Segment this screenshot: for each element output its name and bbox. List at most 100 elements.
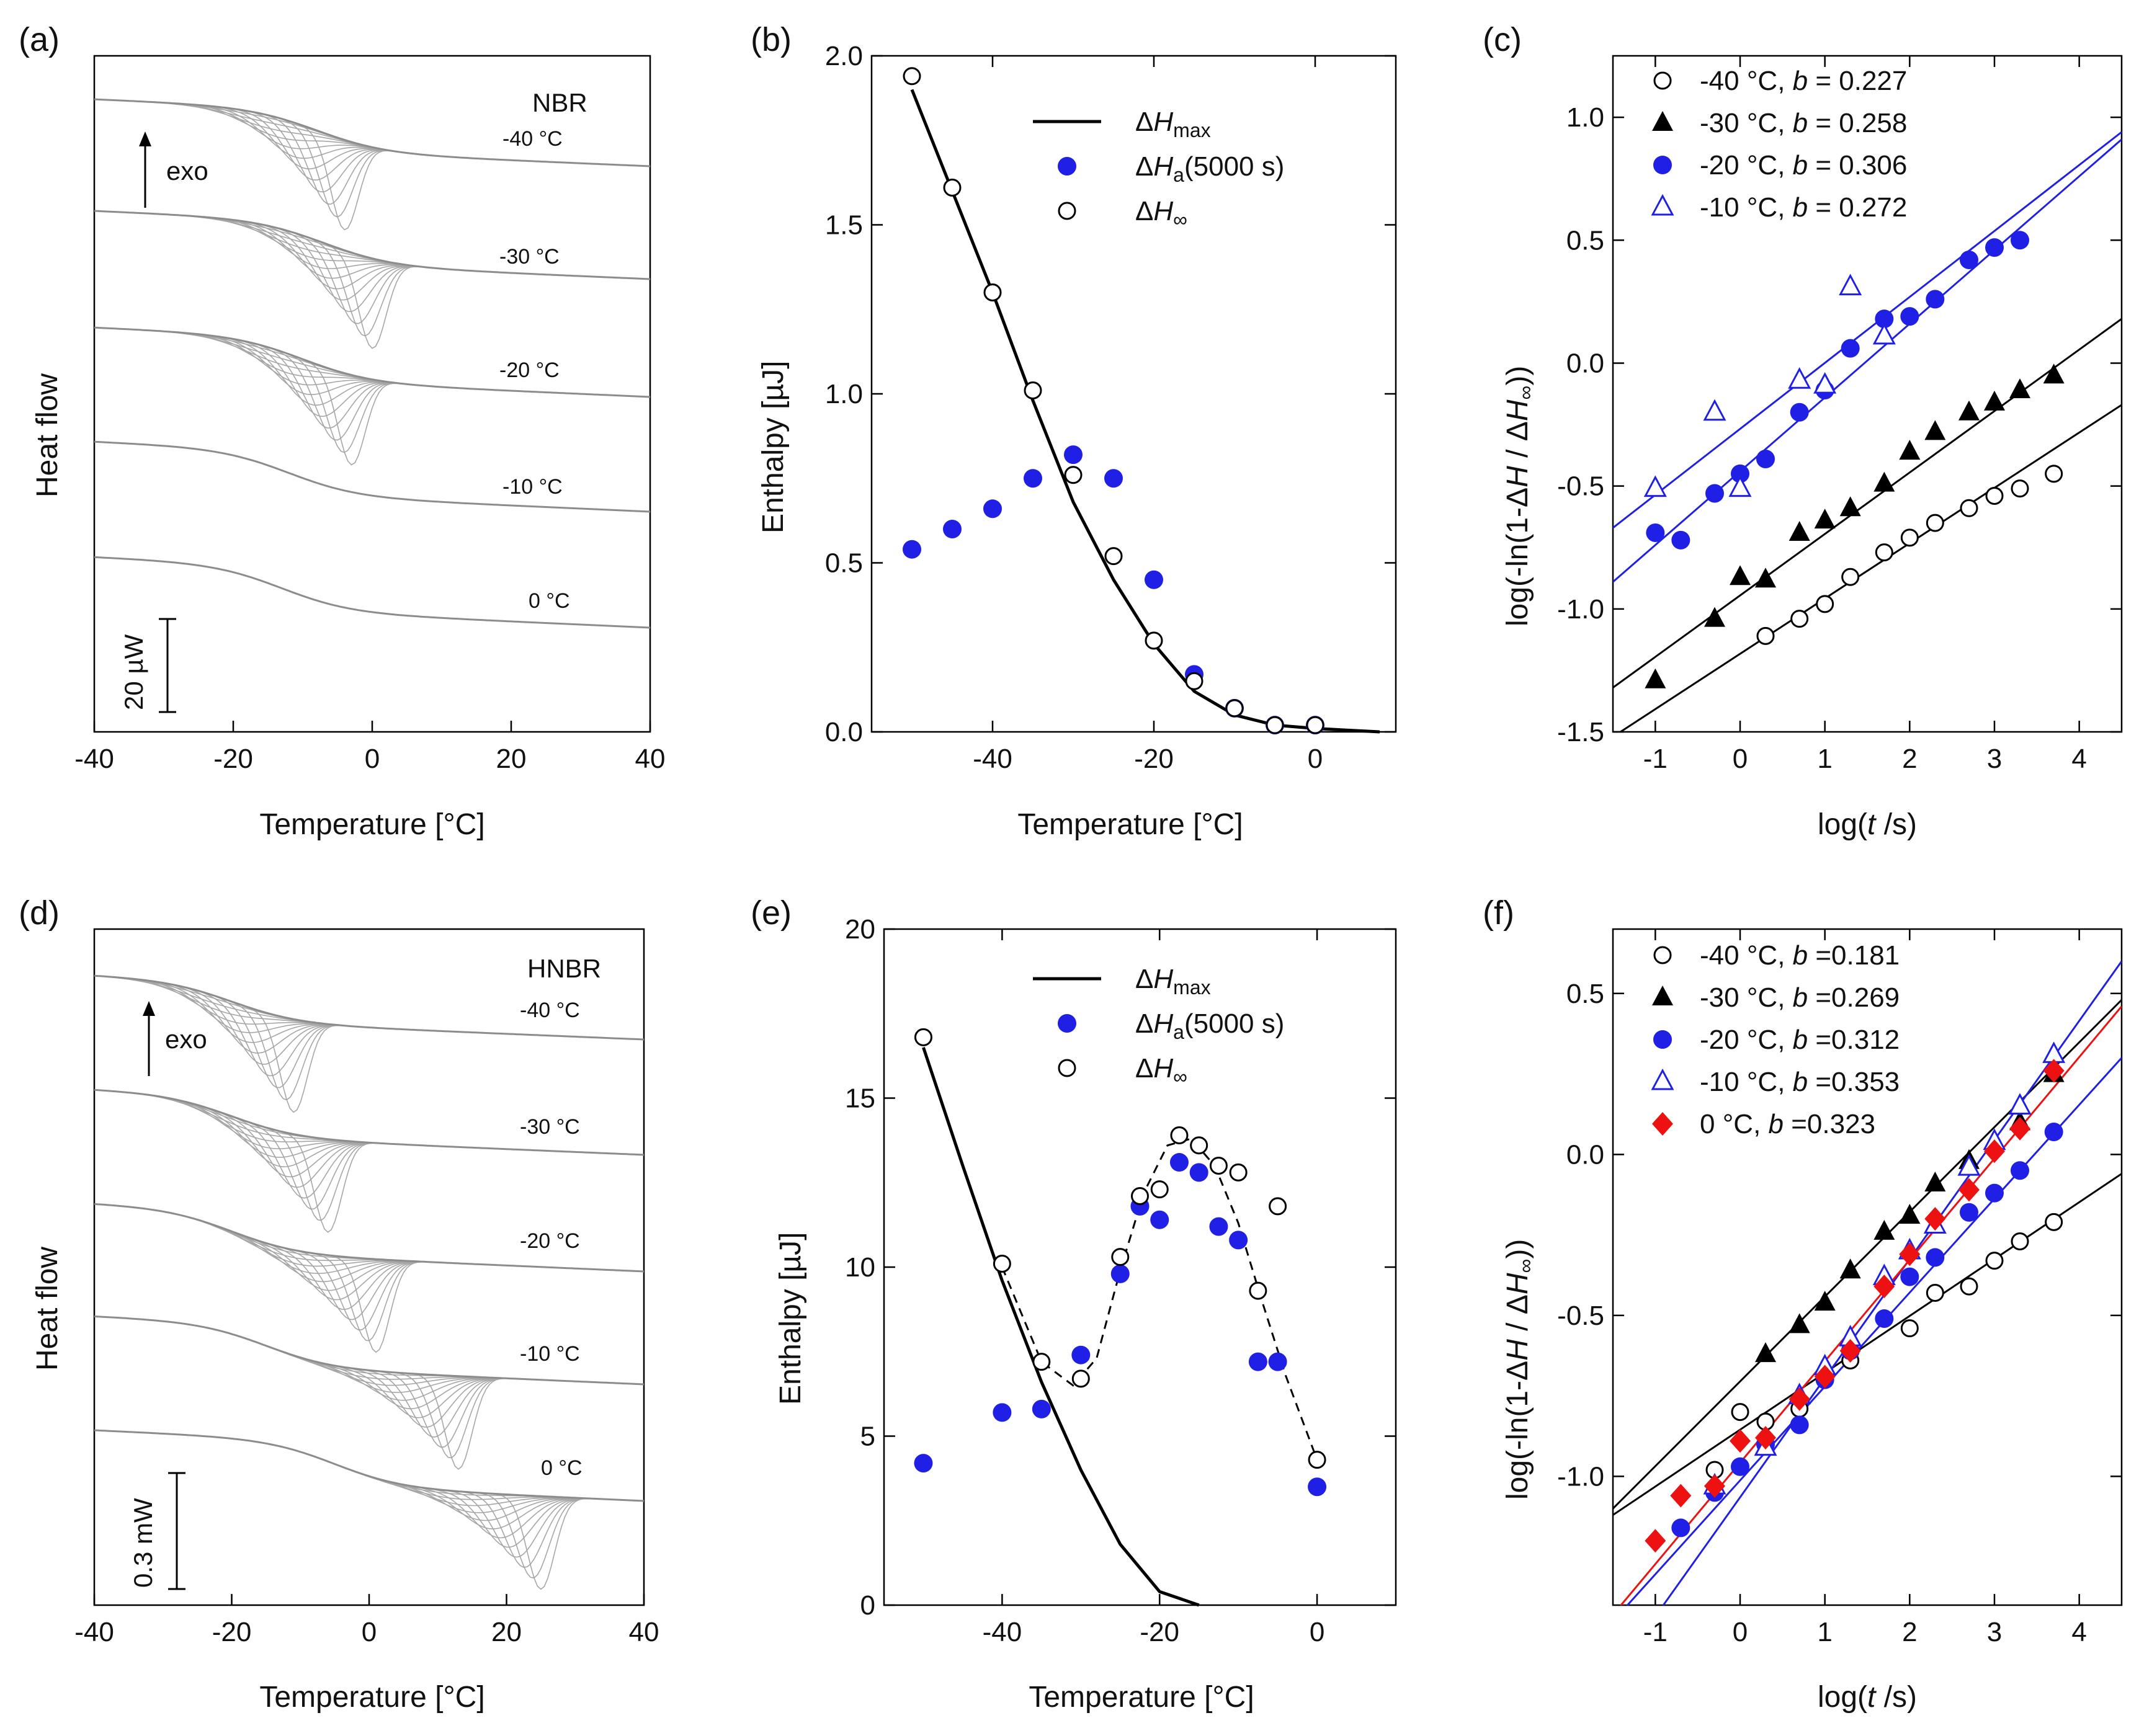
panel-c-series-1-point-10 bbox=[1958, 400, 1980, 421]
panel-b-series-1-point-6 bbox=[1145, 570, 1163, 589]
panel-e-series-1-point-12 bbox=[1268, 1352, 1287, 1371]
panel-a-temp-label-5: 0 °C bbox=[529, 589, 570, 613]
panel-c-series-0-point-10 bbox=[2045, 465, 2063, 483]
panel-e-series-2-point-11 bbox=[1249, 1281, 1267, 1300]
panel-c-series-0-point-0 bbox=[1756, 626, 1775, 645]
panel-c-series-1-point-12 bbox=[2009, 378, 2030, 399]
panel-d-curve-2-baseline bbox=[94, 1203, 645, 1273]
panel-c-legend-label-3: -10 °C, b = 0.272 bbox=[1700, 192, 1907, 223]
panel-c-series-1-point-7 bbox=[1873, 471, 1895, 492]
panel-b-legend-marker-2 bbox=[1058, 202, 1076, 220]
panel-c-series-0-point-7 bbox=[1960, 499, 1978, 517]
panel-c-fit-line-3 bbox=[1613, 131, 2122, 529]
panel-f-series-4-point-12 bbox=[1984, 1139, 2005, 1164]
panel-b-xtick-label-0: -40 bbox=[973, 744, 1012, 774]
panel-e-series-2-point-12 bbox=[1269, 1197, 1287, 1216]
panel-c-avrami-nbr: -1 0 1 2 3 4 -1.5 -1.0 -0.5 0.0 0.5 1.0 -40 °C, b =… bbox=[1501, 55, 2123, 841]
panel-c-xtick-label-1: 0 bbox=[1733, 744, 1748, 774]
panel-f-legend-marker-3 bbox=[1651, 1068, 1674, 1090]
panel-c-series-3-point-0 bbox=[1643, 475, 1667, 497]
panel-c-legend-marker-1 bbox=[1652, 111, 1673, 131]
panel-f-legend-marker-4 bbox=[1652, 1112, 1673, 1136]
panel-b-ytick-label-1: 0.5 bbox=[825, 548, 863, 579]
panel-e-series-2-point-2 bbox=[1032, 1353, 1051, 1371]
panel-c-series-1-point-1 bbox=[1704, 607, 1725, 627]
panel-d-curve-1-aged-12 bbox=[94, 1089, 645, 1233]
panel-f-xtick-label-0: -1 bbox=[1643, 1617, 1668, 1647]
panel-f-legend-marker-1 bbox=[1652, 986, 1673, 1005]
panel-a-curve-1-aged-11 bbox=[94, 210, 651, 337]
panel-d-dsc-hnbr: -40 -20 0 20 40 HNBR exo 0.3 mW -40 °C -30 °… bbox=[31, 928, 659, 1714]
panel-a-temp-label-2: -30 °C bbox=[499, 245, 560, 269]
panel-b-series bbox=[903, 67, 1380, 735]
panel-c-xtick-label-4: 3 bbox=[1987, 744, 2002, 774]
panel-f-series-4-point-0 bbox=[1645, 1529, 1666, 1553]
panel-e-series bbox=[914, 1028, 1327, 1607]
panel-a-curve-1-aged-5 bbox=[94, 210, 651, 280]
panel-b-frame bbox=[870, 55, 1397, 733]
panel-d-xtick-label-3: 20 bbox=[491, 1617, 522, 1647]
panel-f-series-1-point-0 bbox=[1755, 1342, 1776, 1363]
panel-f-series-2-point-8 bbox=[1900, 1267, 1919, 1286]
panel-e-series-2-point-6 bbox=[1150, 1180, 1169, 1199]
panel-f-frame bbox=[1612, 928, 2123, 1606]
panel-f-series bbox=[1613, 961, 2122, 1605]
panel-a-traces bbox=[94, 98, 651, 629]
panel-c-series-3-point-4 bbox=[1813, 372, 1837, 394]
panel-c-series-0-point-4 bbox=[1875, 543, 1893, 562]
panel-c-xtick-label-5: 4 bbox=[2071, 744, 2086, 774]
panel-c-series-0-point-5 bbox=[1900, 528, 1919, 547]
panel-d-curve-3-aged-7 bbox=[94, 1315, 645, 1418]
panel-b-series-2-point-8 bbox=[1225, 699, 1244, 718]
panel-b-series-2-point-6 bbox=[1145, 631, 1163, 650]
panel-c-series-3-point-1 bbox=[1703, 399, 1726, 421]
panel-f-legend-label-2: -20 °C, b =0.312 bbox=[1700, 1025, 1900, 1055]
panel-f-series-4-point-11 bbox=[1958, 1178, 1980, 1202]
panel-e-legend: ΔHmax ΔHa(5000 s) ΔH∞ bbox=[1033, 964, 1284, 1088]
panel-e-legend-label-2: ΔH∞ bbox=[1135, 1053, 1187, 1088]
panel-a-x-title: Temperature [°C] bbox=[259, 808, 485, 841]
panel-e-xtick-label-1: -20 bbox=[1140, 1617, 1179, 1647]
panel-d-temp-label-1: -40 °C bbox=[520, 999, 580, 1022]
panel-f-series-4-point-13 bbox=[2009, 1116, 2030, 1141]
panel-c-ytick-label-5: 1.0 bbox=[1566, 102, 1604, 133]
panel-a-xtick-label-0: -40 bbox=[74, 744, 114, 774]
panel-f-series-2-point-13 bbox=[2044, 1123, 2063, 1141]
panel-c-series-1-point-4 bbox=[1788, 520, 1810, 541]
panel-e-series-2-point-4 bbox=[1111, 1248, 1130, 1266]
panel-f-series-4-point-2 bbox=[1704, 1474, 1725, 1498]
panel-f-legend-label-1: -30 °C, b =0.269 bbox=[1700, 982, 1900, 1013]
panel-b-xtick-label-2: 0 bbox=[1308, 744, 1323, 774]
panel-a-curve-3-baseline bbox=[94, 440, 651, 513]
panel-f-series-4-point-1 bbox=[1670, 1484, 1692, 1508]
panel-d-curve-1-aged-11 bbox=[94, 1089, 645, 1221]
panel-f-series-4-point-10 bbox=[1924, 1207, 1946, 1231]
panel-a-dsc-nbr: -40 -20 0 20 40 NBR exo 20 µW -40 °C -30 °C … bbox=[31, 55, 665, 841]
panel-b-series-1-point-0 bbox=[903, 540, 921, 559]
panel-d-curve-3-aged-9 bbox=[94, 1315, 645, 1438]
panel-b-ytick-label-4: 2.0 bbox=[825, 41, 863, 71]
panel-a-curve-1-aged-7 bbox=[94, 210, 651, 290]
panel-c-series-1-point-11 bbox=[1984, 390, 2005, 411]
panel-c-series-2-point-7 bbox=[1841, 339, 1860, 358]
panel-c-legend-label-2: -20 °C, b = 0.306 bbox=[1700, 150, 1907, 180]
panel-c-series-2-point-12 bbox=[1985, 238, 2004, 257]
panel-c-series-2-point-2 bbox=[1705, 484, 1724, 503]
panel-d-xtick-label-4: 40 bbox=[629, 1617, 659, 1647]
panel-c-series-2-point-1 bbox=[1671, 530, 1690, 550]
panel-c-series-1-point-8 bbox=[1899, 440, 1921, 460]
panel-e-xtick-label-0: -40 bbox=[983, 1617, 1022, 1647]
panel-e-series-1-point-10 bbox=[1229, 1231, 1248, 1250]
panel-e-series-2-point-5 bbox=[1131, 1187, 1149, 1206]
panel-b-series-2-point-3 bbox=[1024, 381, 1042, 400]
panel-d-exo-label: exo bbox=[165, 1025, 207, 1054]
panel-e-ytick-label-4: 20 bbox=[845, 914, 875, 945]
panel-e-enthalpy-hnbr: -40 -20 0 0 5 10 15 20 ΔHmax ΔHa(5000 s) ΔH∞ Enth… bbox=[774, 914, 1397, 1714]
panel-a-material: NBR bbox=[532, 88, 587, 117]
panel-a-curve-0-baseline bbox=[94, 98, 651, 167]
panel-e-ytick-label-3: 15 bbox=[845, 1084, 875, 1114]
panel-f-series-4-point-9 bbox=[1899, 1242, 1921, 1266]
panel-f-series-2-point-11 bbox=[1985, 1183, 2004, 1203]
panel-a-curve-1-aged-1 bbox=[94, 210, 651, 280]
